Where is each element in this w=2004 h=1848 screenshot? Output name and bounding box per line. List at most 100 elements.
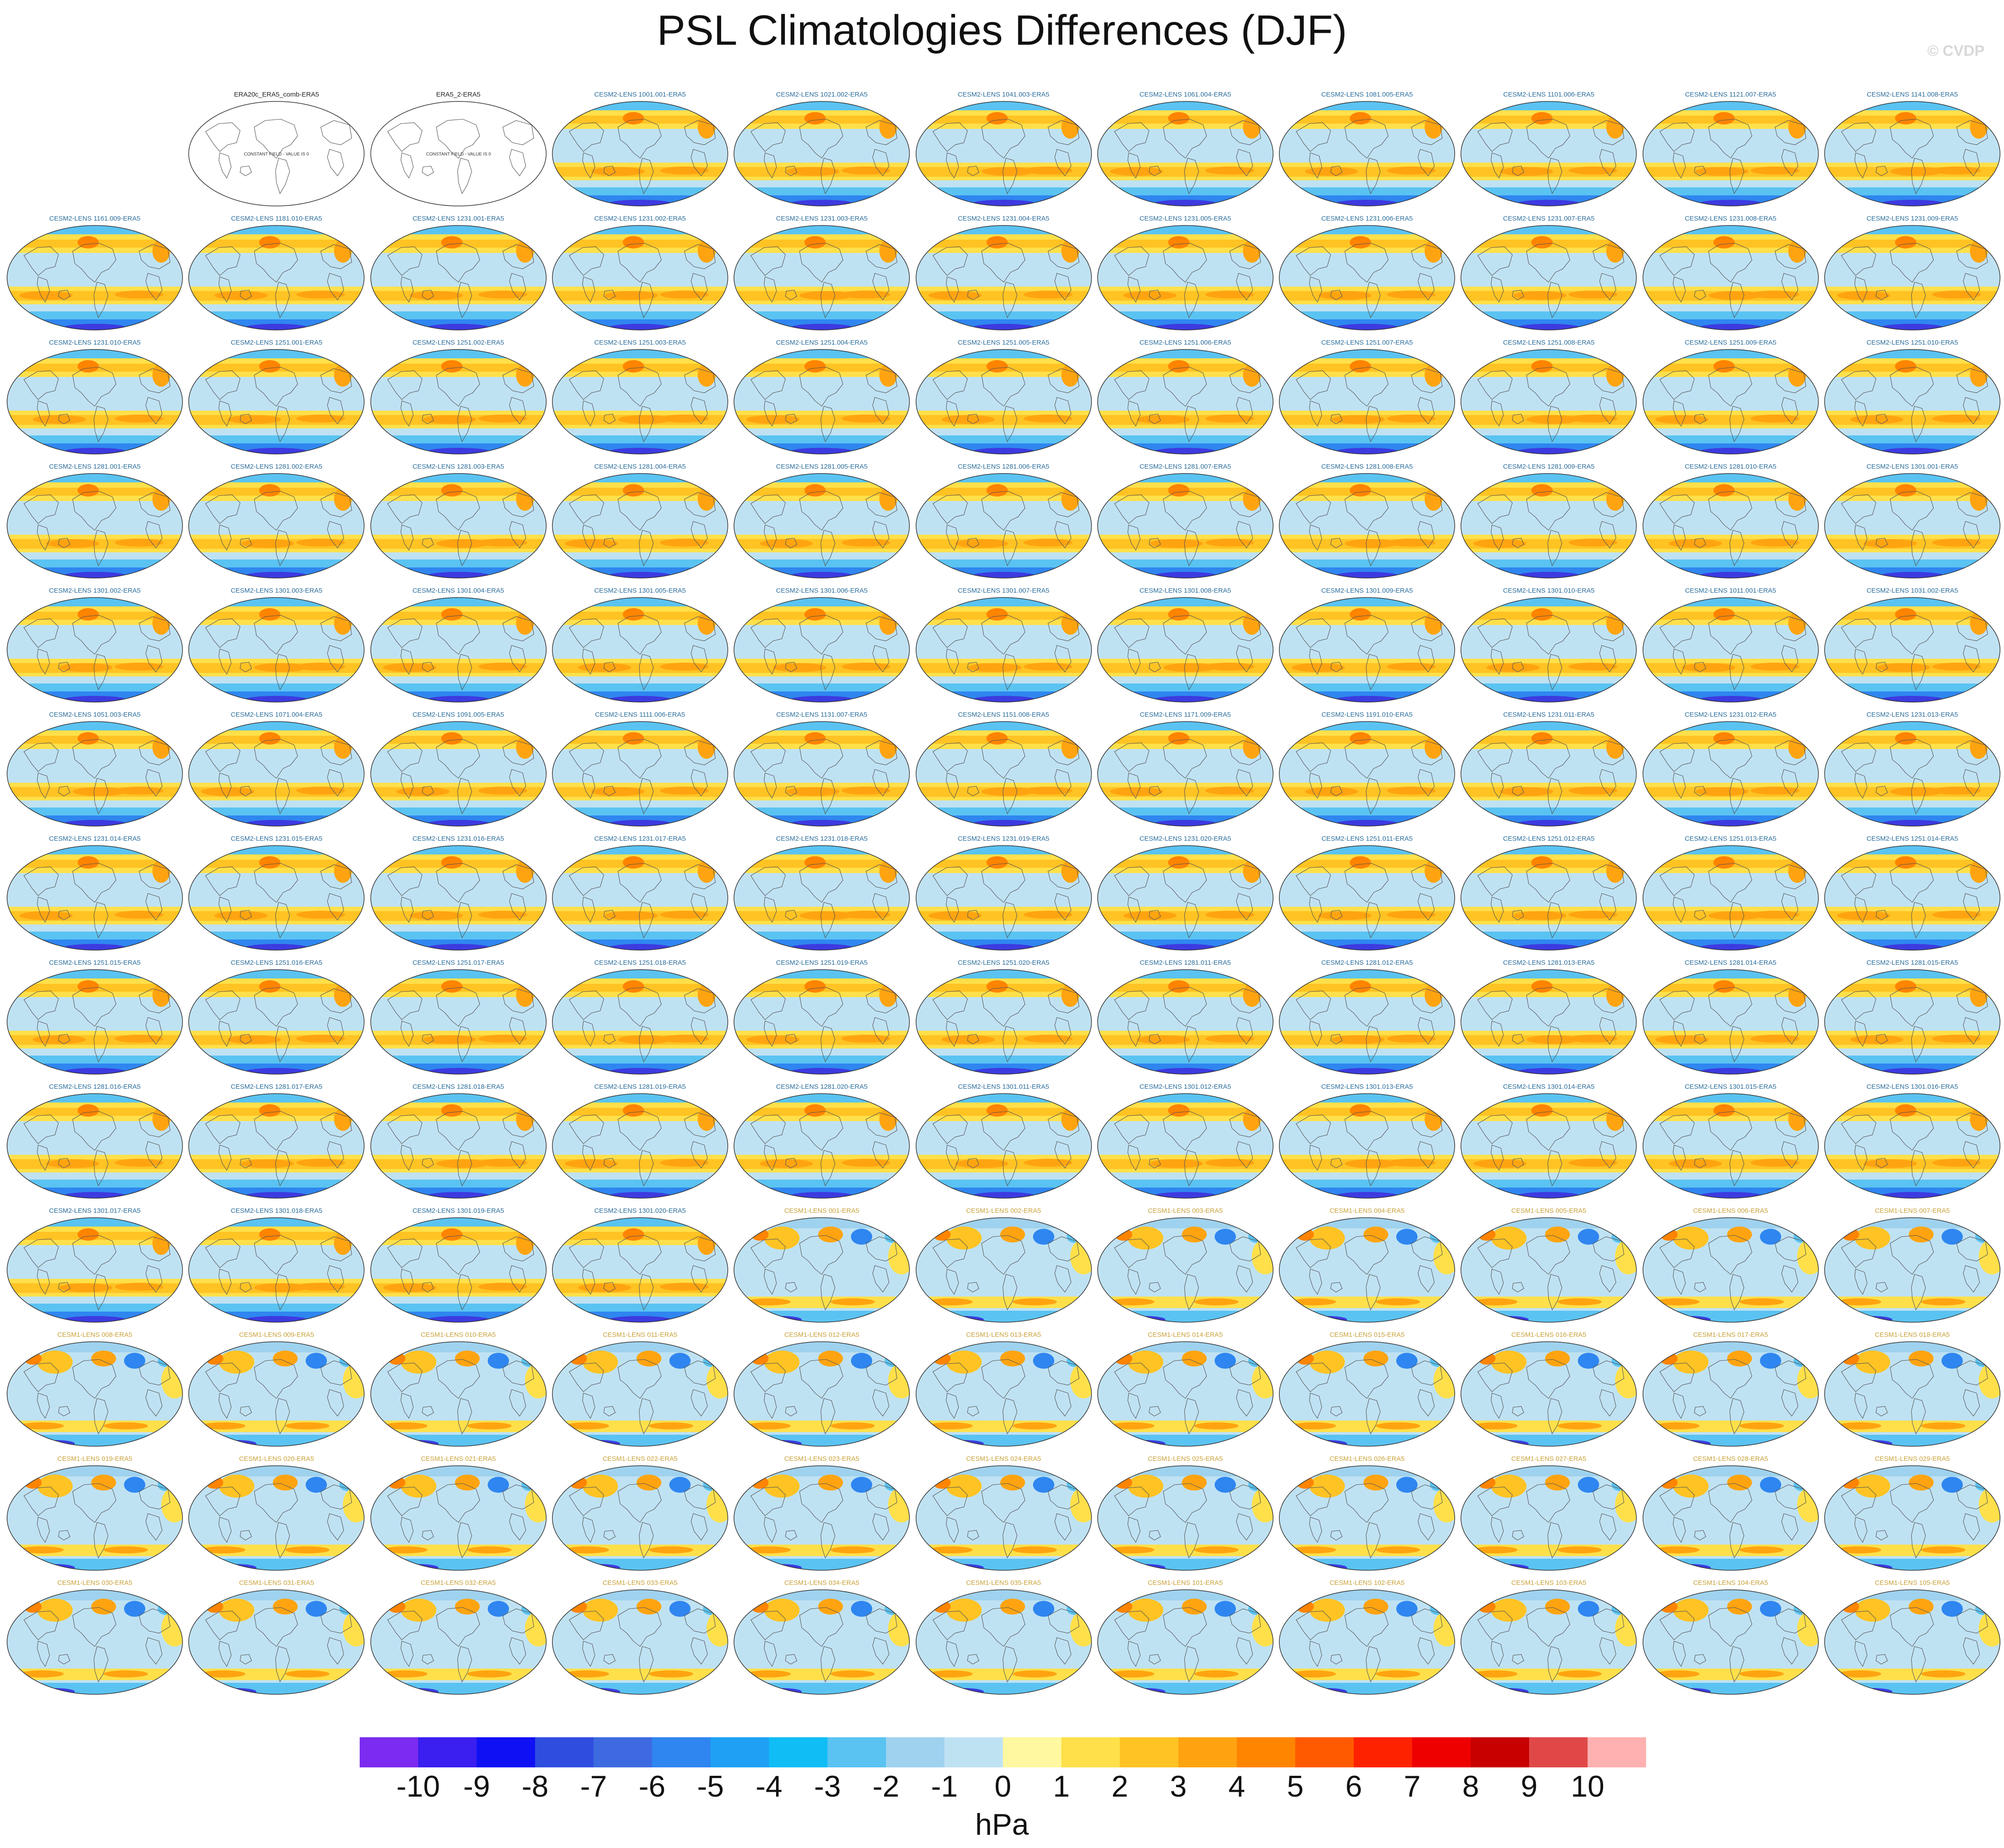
map-panel: CESM1-LENS 105-ERA5 [1824, 1579, 2001, 1696]
panel-title: CESM2-LENS 1071.004-ERA5 [230, 711, 322, 718]
map-field [370, 969, 547, 1075]
panel-title: CESM2-LENS 1231.002-ERA5 [594, 215, 686, 222]
map-field [188, 969, 365, 1075]
map-field [7, 969, 183, 1075]
panel-title: CESM2-LENS 1301.002-ERA5 [49, 587, 141, 594]
map-panel: CESM2-LENS 1231.014-ERA5 [6, 835, 183, 952]
map-field [7, 721, 183, 827]
colorbar-swatch [1354, 1737, 1413, 1767]
colorbar-swatch [535, 1737, 594, 1767]
map-panel: CESM2-LENS 1301.008-ERA5 [1097, 587, 1274, 704]
map-field [7, 1093, 183, 1199]
panel-title: CESM2-LENS 1281.015-ERA5 [1866, 959, 1958, 967]
map-panel: CESM2-LENS 1301.009-ERA5 [1278, 587, 1456, 704]
map-panel: CESM2-LENS 1231.013-ERA5 [1824, 711, 2001, 828]
map-field [734, 349, 910, 454]
panel-title: CESM1-LENS 017-ERA5 [1693, 1331, 1768, 1339]
panel-title: CESM2-LENS 1001.001-ERA5 [594, 91, 686, 98]
map-panel: CESM1-LENS 004-ERA5 [1278, 1207, 1456, 1324]
colorbar-tick-label: 6 [1345, 1770, 1362, 1803]
map-field [370, 1217, 547, 1323]
colorbar-swatch [711, 1737, 769, 1767]
panel-title: CESM1-LENS 102-ERA5 [1329, 1579, 1405, 1587]
map-field [370, 597, 547, 703]
map-panel: CESM2-LENS 1301.010-ERA5 [1460, 587, 1637, 704]
map-field [915, 969, 1092, 1075]
panel-title: CESM2-LENS 1301.005-ERA5 [594, 587, 686, 594]
colorbar-tick-label: 3 [1170, 1770, 1187, 1803]
panel-title: CESM1-LENS 011-ERA5 [602, 1331, 677, 1339]
panel-title: CESM2-LENS 1111.006-ERA5 [595, 711, 685, 718]
panel-title: CESM2-LENS 1191.010-ERA5 [1321, 711, 1413, 718]
map-panel: CESM1-LENS 033-ERA5 [551, 1579, 729, 1696]
map-panel: CESM2-LENS 1101.006-ERA5 [1460, 91, 1637, 208]
panel-title: CESM1-LENS 103-ERA5 [1511, 1579, 1586, 1587]
map-field [552, 597, 728, 703]
map-panel: CESM2-LENS 1301.005-ERA5 [551, 587, 729, 704]
map-panel: CESM2-LENS 1161.009-ERA5 [6, 215, 183, 332]
panel-title: CESM2-LENS 1281.017-ERA5 [230, 1083, 322, 1091]
map-field [370, 225, 547, 330]
colorbar [360, 1737, 1646, 1767]
map-panel: CESM2-LENS 1231.016-ERA5 [370, 835, 547, 952]
map-panel: CESM2-LENS 1231.012-ERA5 [1642, 711, 1819, 828]
map-field [1824, 721, 2000, 827]
panel-title: CESM2-LENS 1231.011-ERA5 [1503, 711, 1595, 718]
panel-title: CESM2-LENS 1281.003-ERA5 [412, 463, 504, 470]
map-panel: CESM2-LENS 1231.004-ERA5 [915, 215, 1092, 332]
map-panel: CESM1-LENS 024-ERA5 [915, 1455, 1092, 1572]
panel-title: CESM2-LENS 1251.015-ERA5 [49, 959, 141, 967]
panel-title: CESM2-LENS 1131.007-ERA5 [776, 711, 868, 718]
panel-title: CESM2-LENS 1301.016-ERA5 [1866, 1083, 1958, 1091]
map-field [1279, 1341, 1455, 1447]
panel-title: CESM2-LENS 1231.004-ERA5 [958, 215, 1049, 222]
constant-field-note: CONSTANT FIELD - VALUE IS 0 [426, 152, 491, 157]
panel-title: CESM2-LENS 1251.007-ERA5 [1321, 339, 1413, 346]
panel-title: CESM2-LENS 1251.009-ERA5 [1685, 339, 1777, 346]
map-field [1460, 101, 1637, 206]
colorbar-swatch [477, 1737, 536, 1767]
panel-title: CESM1-LENS 009-ERA5 [239, 1331, 314, 1339]
map-field [552, 225, 728, 330]
map-panel: CESM1-LENS 002-ERA5 [915, 1207, 1092, 1324]
map-panel: CESM2-LENS 1301.011-ERA5 [915, 1083, 1092, 1200]
map-field [1460, 845, 1637, 951]
map-panel: CESM1-LENS 014-ERA5 [1097, 1331, 1274, 1448]
colorbar-tick-label: -6 [638, 1770, 666, 1803]
map-field [1460, 1465, 1637, 1571]
colorbar-swatch [1295, 1737, 1354, 1767]
panel-title: CESM2-LENS 1301.001-ERA5 [1866, 463, 1958, 470]
map-field [1279, 1465, 1455, 1571]
map-field [915, 1217, 1092, 1323]
panel-title: CESM2-LENS 1251.011-ERA5 [1321, 835, 1413, 842]
map-panel-grid: ERA20c_ERA5_comb-ERA5 CONSTANT FIELD - VA… [6, 91, 2004, 1703]
map-panel: CESM1-LENS 032-ERA5 [370, 1579, 547, 1696]
map-field [370, 349, 547, 454]
map-field [1642, 225, 1819, 330]
map-field [1460, 1093, 1637, 1199]
map-panel: CESM2-LENS 1281.013-ERA5 [1460, 959, 1637, 1076]
map-panel: CESM2-LENS 1281.020-ERA5 [733, 1083, 910, 1200]
map-panel: CESM1-LENS 012-ERA5 [733, 1331, 910, 1448]
map-panel: CESM2-LENS 1231.002-ERA5 [551, 215, 729, 332]
panel-title: CESM2-LENS 1301.019-ERA5 [412, 1207, 504, 1215]
colorbar-tick-label: 8 [1462, 1770, 1479, 1803]
map-panel: CESM2-LENS 1231.008-ERA5 [1642, 215, 1819, 332]
map-field [188, 1093, 365, 1199]
colorbar-tick-label: 9 [1521, 1770, 1538, 1803]
figure-title: PSL Climatologies Differences (DJF) [657, 7, 1347, 54]
map-panel: CESM1-LENS 030-ERA5 [6, 1579, 183, 1696]
map-field [188, 1589, 365, 1695]
panel-title: CESM2-LENS 1081.005-ERA5 [1321, 91, 1413, 98]
map-field [1824, 845, 2000, 951]
map-field [1279, 349, 1455, 454]
map-panel: CESM2-LENS 1231.015-ERA5 [188, 835, 365, 952]
map-panel: CESM2-LENS 1251.005-ERA5 [915, 339, 1092, 456]
map-field [915, 473, 1092, 578]
map-field [188, 349, 365, 454]
colorbar-swatch [1061, 1737, 1120, 1767]
colorbar-units: hPa [975, 1808, 1029, 1841]
panel-title: CESM1-LENS 025-ERA5 [1148, 1455, 1223, 1463]
map-field [734, 969, 910, 1075]
panel-title: CESM2-LENS 1091.005-ERA5 [412, 711, 504, 718]
